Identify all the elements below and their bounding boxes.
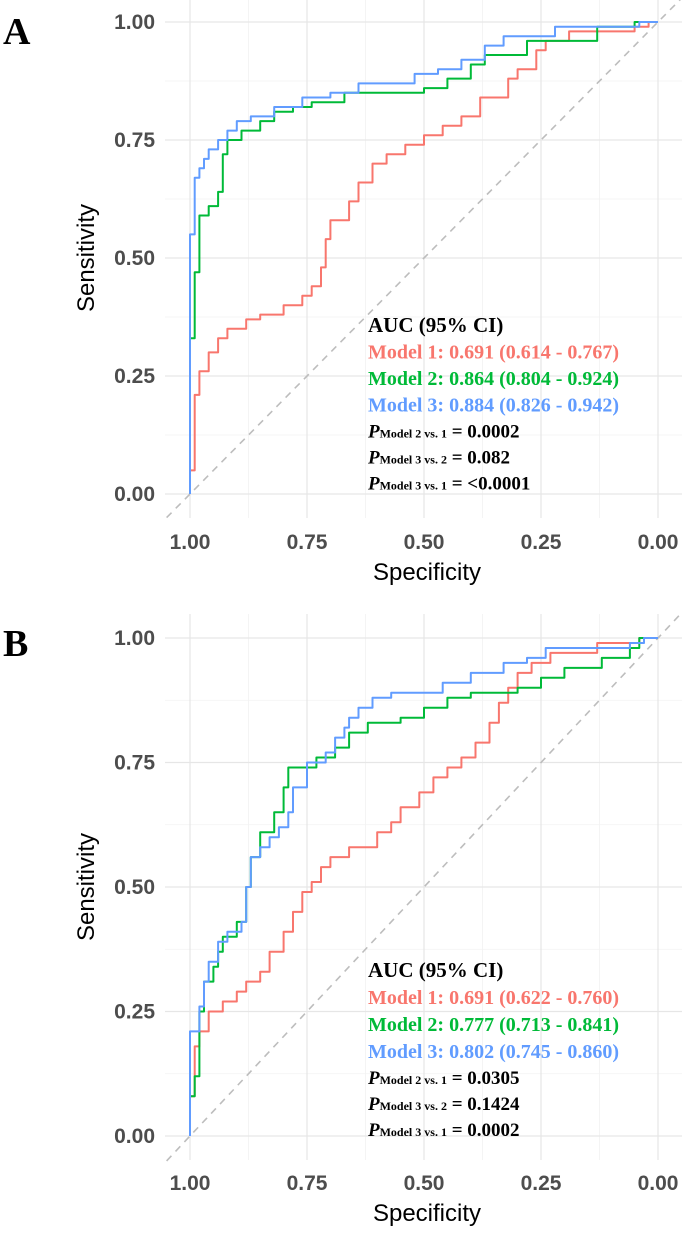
p-symbol: P	[367, 474, 380, 495]
p-value: = 0.0002	[447, 1120, 520, 1141]
p-value-comparison: PModel 3 vs. 2 = 0.082	[367, 448, 510, 469]
y-tick-label: 0.25	[114, 1001, 155, 1024]
legend-entry-model-1: Model 1: 0.691 (0.614 - 0.767)	[368, 342, 619, 364]
roc-curve-model-1	[189, 637, 658, 1136]
p-symbol: P	[367, 1094, 380, 1115]
y-tick-label: 0.50	[114, 876, 155, 899]
p-value: = 0.0002	[447, 422, 520, 443]
p-value-comparison: PModel 3 vs. 1 = <0.0001	[367, 474, 530, 495]
p-subscript: Model 2 vs. 1	[380, 1073, 447, 1087]
y-axis-title: Sensitivity	[73, 204, 100, 312]
p-subscript: Model 3 vs. 2	[380, 453, 447, 467]
legend-entry-model-1: Model 1: 0.691 (0.622 - 0.760)	[368, 987, 619, 1009]
p-value: = 0.0305	[447, 1068, 520, 1089]
y-tick-label: 0.00	[114, 1125, 155, 1148]
p-value-comparison: PModel 3 vs. 2 = 0.1424	[367, 1094, 520, 1115]
p-value: = <0.0001	[447, 474, 530, 495]
p-symbol: P	[367, 448, 380, 469]
p-value: = 0.082	[447, 448, 510, 469]
p-subscript: Model 3 vs. 2	[380, 1099, 447, 1113]
legend-entry-model-3: Model 3: 0.802 (0.745 - 0.860)	[368, 1041, 619, 1063]
x-tick-label: 0.50	[404, 531, 445, 554]
x-axis-title: Specificity	[373, 559, 481, 586]
x-tick-label: 0.00	[638, 1172, 679, 1195]
p-value-comparison: PModel 2 vs. 1 = 0.0305	[367, 1068, 520, 1089]
chance-diagonal	[166, 612, 682, 1162]
x-tick-label: 1.00	[170, 1172, 211, 1195]
p-subscript: Model 3 vs. 1	[380, 1125, 447, 1139]
legend-title: AUC (95% CI)	[368, 313, 503, 337]
legend-entry-model-2: Model 2: 0.777 (0.713 - 0.841)	[368, 1014, 619, 1036]
legend-title: AUC (95% CI)	[368, 958, 503, 982]
x-tick-label: 1.00	[170, 531, 211, 554]
x-tick-label: 0.75	[287, 531, 328, 554]
y-tick-label: 1.00	[114, 11, 155, 34]
panel-b: B 1.00 0.75 0.50 0.25 0.000.000.250.500.751.…	[3, 612, 682, 1227]
panel-a: A 1.00 0.75 0.50 0.25 0.000.000.250.500.751.…	[3, 0, 682, 586]
roc-curve-model-2	[189, 21, 658, 494]
y-tick-label: 0.00	[114, 483, 155, 506]
chance-diagonal	[166, 0, 681, 519]
roc-plot-b: 1.00 0.75 0.50 0.25 0.00 0.00 0.25 0.50 0.75 1.00…	[73, 612, 682, 1227]
roc-plot-a: 1.00 0.75 0.50 0.25 0.00 0.00 0.25 0.50 0.75 1.00…	[73, 0, 682, 586]
legend-entry-model-3: Model 3: 0.884 (0.826 - 0.942)	[368, 395, 619, 417]
p-symbol: P	[367, 422, 380, 443]
panel-label-b: B	[3, 623, 28, 665]
p-symbol: P	[367, 1068, 380, 1089]
x-tick-label: 0.75	[287, 1172, 328, 1195]
legend-entry-model-2: Model 2: 0.864 (0.804 - 0.924)	[368, 368, 619, 390]
y-tick-label: 0.75	[114, 752, 155, 775]
p-subscript: Model 3 vs. 1	[380, 479, 447, 493]
panel-label-a: A	[3, 11, 31, 53]
x-tick-label: 0.25	[521, 1172, 562, 1195]
p-symbol: P	[367, 1120, 380, 1141]
x-axis-title: Specificity	[373, 1200, 481, 1227]
roc-curve-model-2	[189, 637, 658, 1136]
p-value: = 0.1424	[447, 1094, 520, 1115]
y-tick-label: 0.50	[114, 247, 155, 270]
x-tick-label: 0.00	[638, 531, 679, 554]
roc-curve-model-3	[189, 637, 658, 1136]
y-tick-label: 0.75	[114, 129, 155, 152]
y-axis-title: Sensitivity	[73, 833, 100, 941]
p-value-comparison: PModel 3 vs. 1 = 0.0002	[367, 1120, 520, 1141]
roc-curve-model-3	[189, 21, 658, 494]
p-value-comparison: PModel 2 vs. 1 = 0.0002	[367, 422, 520, 443]
y-tick-label: 0.25	[114, 365, 155, 388]
y-tick-label: 1.00	[114, 627, 155, 650]
roc-curve-model-1	[189, 21, 658, 494]
x-tick-label: 0.25	[521, 531, 562, 554]
p-subscript: Model 2 vs. 1	[380, 427, 447, 441]
x-tick-label: 0.50	[404, 1172, 445, 1195]
